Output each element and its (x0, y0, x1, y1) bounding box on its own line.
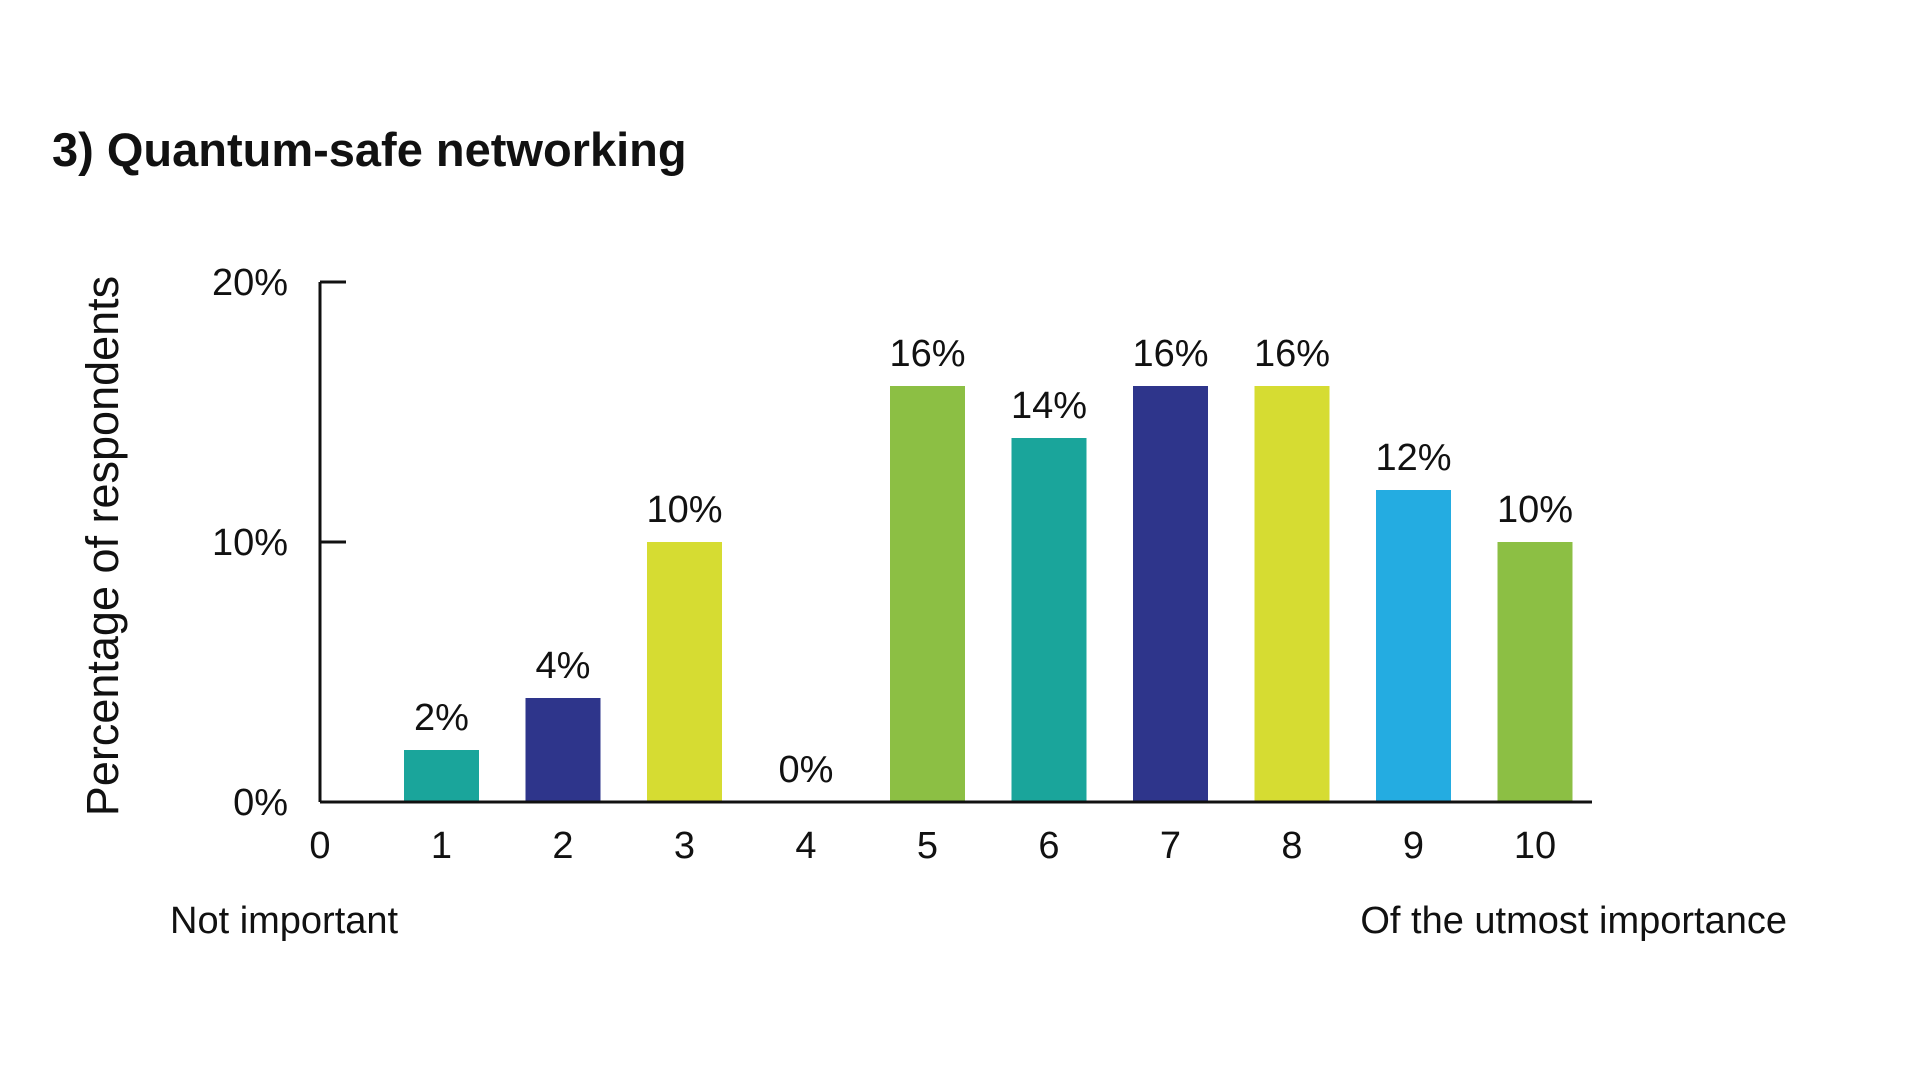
y-tick-label-0: 0% (233, 782, 288, 824)
value-label-6: 14% (1011, 385, 1087, 427)
value-label-3: 10% (646, 489, 722, 531)
value-label-5: 16% (889, 333, 965, 375)
bar-3 (647, 542, 722, 802)
chart-title: 3) Quantum-safe networking (52, 123, 687, 176)
bar-1 (404, 750, 479, 802)
bars-layer (404, 386, 1573, 802)
x-tick-label-9: 9 (1403, 825, 1424, 867)
x-tick-label-2: 2 (552, 825, 573, 867)
scale-low-label: Not important (170, 900, 399, 942)
value-label-4: 0% (779, 749, 834, 791)
x-tick-label-4: 4 (795, 825, 816, 867)
x-tick-label-10: 10 (1514, 825, 1556, 867)
x-tick-label-5: 5 (917, 825, 938, 867)
bar-8 (1254, 386, 1330, 802)
y-tick-label-1: 10% (212, 522, 288, 564)
x-tick-label-6: 6 (1038, 825, 1059, 867)
x-tick-label-8: 8 (1281, 825, 1302, 867)
y-tick-label-2: 20% (212, 262, 288, 304)
value-label-8: 16% (1254, 333, 1330, 375)
x-tick-label-7: 7 (1160, 825, 1181, 867)
x-tick-label-1: 1 (431, 825, 452, 867)
x-tick-label-0: 0 (309, 825, 330, 867)
y-ticks-layer: 0% 10% 20% (212, 262, 346, 824)
y-axis-label: Percentage of respondents (77, 276, 128, 816)
scale-high-label: Of the utmost importance (1360, 900, 1787, 942)
bar-2 (525, 698, 601, 802)
value-label-10: 10% (1497, 489, 1573, 531)
bar-10 (1497, 542, 1573, 802)
value-labels-layer: 2% 4% 10% 0% 16% 14% 16% 16% 12% 10% (414, 333, 1573, 791)
value-label-7: 16% (1132, 333, 1208, 375)
bar-7 (1133, 386, 1208, 802)
bar-5 (890, 386, 965, 802)
x-tick-label-3: 3 (674, 825, 695, 867)
value-label-2: 4% (536, 645, 591, 687)
bar-9 (1376, 490, 1451, 802)
bar-6 (1011, 438, 1087, 802)
plot-area: 2% 4% 10% 0% 16% 14% 16% 16% 12% 10% 0% 10% 20% 0 1 2… (212, 262, 1592, 867)
value-label-9: 12% (1375, 437, 1451, 479)
value-label-1: 2% (414, 697, 469, 739)
x-ticks-layer: 0 1 2 3 4 5 6 7 8 9 10 (309, 825, 1556, 867)
